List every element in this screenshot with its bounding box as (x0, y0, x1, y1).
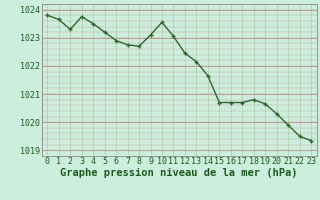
X-axis label: Graphe pression niveau de la mer (hPa): Graphe pression niveau de la mer (hPa) (60, 168, 298, 178)
